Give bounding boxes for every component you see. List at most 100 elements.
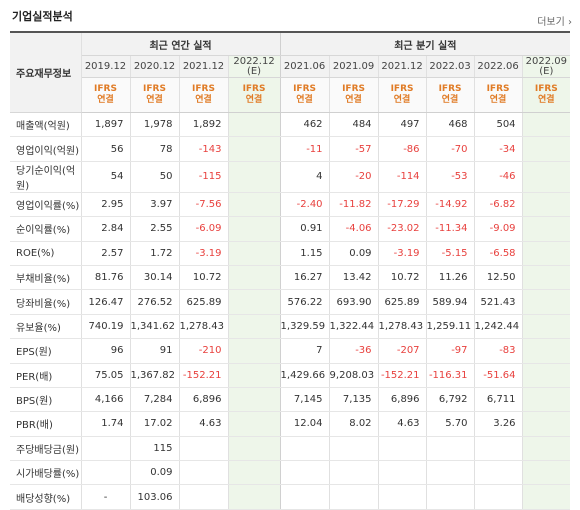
table-row: 주당배당금(원) 115 (10, 436, 571, 462)
date-label: 2022.09 (525, 55, 567, 67)
annual-value-cell: 10.72 (179, 265, 229, 291)
ifrs-consolidated-header: IFRS 연결 (329, 77, 379, 113)
row-label: ROE(%) (10, 241, 82, 266)
financial-table: 주요재무정보 최근 연간 실적 최근 분기 실적 2019.12 2020.12 2… (10, 31, 571, 510)
quarter-value-cell: 484 (329, 112, 379, 138)
quarter-value-cell: -23.02 (378, 216, 427, 242)
quarter-date-header: 2021.12 (378, 55, 427, 78)
annual-value-cell (228, 387, 281, 413)
quarter-value-cell (474, 484, 523, 510)
quarter-value-cell (426, 436, 475, 462)
quarter-value-cell: 576.22 (280, 289, 330, 315)
annual-value-cell: 81.76 (81, 265, 131, 291)
ifrs-label: IFRS (438, 84, 462, 94)
table-row: 유보율(%) 740.19 1,341.62 1,278.43 1,329.59 1,32… (10, 314, 571, 340)
quarter-value-cell: -34 (474, 136, 523, 162)
annual-value-cell: 1,278.43 (179, 314, 229, 340)
row-label: 부채비율(%) (10, 265, 82, 291)
quarter-value-cell (522, 136, 571, 162)
quarter-value-cell (329, 436, 379, 462)
quarter-value-cell (474, 436, 523, 462)
row-label: 순이익률(%) (10, 216, 82, 242)
annual-date-header: 2021.12 (179, 55, 229, 78)
quarter-value-cell: 1,259.11 (426, 314, 475, 340)
quarter-value-cell: 1,329.59 (280, 314, 330, 340)
row-label: EPS(원) (10, 338, 82, 364)
annual-value-cell: -152.21 (179, 363, 229, 388)
quarter-value-cell: -20 (329, 161, 379, 193)
annual-date-header: 2022.12 (E) (228, 55, 281, 78)
annual-value-cell: 91 (130, 338, 180, 364)
quarter-value-cell: 693.90 (329, 289, 379, 315)
table-row: PER(배) 75.05 1,367.82 -152.21 1,429.66 9,208.… (10, 363, 571, 388)
estimate-suffix: (E) (246, 65, 262, 77)
quarter-value-cell: -4.06 (329, 216, 379, 242)
quarter-value-cell: -70 (426, 136, 475, 162)
quarter-value-cell: -6.58 (474, 241, 523, 266)
table-row: PBR(배) 1.74 17.02 4.63 12.04 8.02 4.63 5.70 3.26 (10, 411, 571, 437)
quarter-value-cell: 504 (474, 112, 523, 138)
quarter-date-header: 2021.06 (280, 55, 330, 78)
quarter-value-cell (378, 484, 427, 510)
quarter-value-cell (522, 161, 571, 193)
annual-value-cell: 1,897 (81, 112, 131, 138)
quarter-value-cell: 625.89 (378, 289, 427, 315)
quarter-value-cell (522, 112, 571, 138)
row-label: 주당배당금(원) (10, 436, 82, 462)
annual-value-cell (228, 363, 281, 388)
quarter-value-cell: 1,278.43 (378, 314, 427, 340)
quarter-value-cell: -97 (426, 338, 475, 364)
quarter-value-cell: 1,242.44 (474, 314, 523, 340)
table-row: 당좌비율(%) 126.47 276.52 625.89 576.22 693.90 625… (10, 289, 571, 315)
ifrs-consolidated-header: IFRS 연결 (179, 77, 229, 113)
quarter-value-cell: -6.82 (474, 192, 523, 218)
annual-value-cell: -210 (179, 338, 229, 364)
date-label: 2019.12 (84, 61, 127, 72)
annual-value-cell: 740.19 (81, 314, 131, 340)
quarter-value-cell: -3.19 (378, 241, 427, 266)
annual-value-cell (228, 241, 281, 266)
quarter-value-cell: 10.72 (378, 265, 427, 291)
annual-value-cell: -6.09 (179, 216, 229, 242)
quarter-value-cell (280, 484, 330, 510)
quarter-value-cell: 468 (426, 112, 475, 138)
annual-value-cell: 1,892 (179, 112, 229, 138)
date-label: 2021.06 (283, 61, 326, 72)
ifrs-consolidated-header: IFRS 연결 (378, 77, 427, 113)
annual-value-cell: 1.74 (81, 411, 131, 437)
annual-value-cell: 75.05 (81, 363, 131, 388)
quarter-value-cell: 589.94 (426, 289, 475, 315)
quarter-value-cell: 8.02 (329, 411, 379, 437)
quarter-value-cell (522, 338, 571, 364)
quarter-value-cell: 4 (280, 161, 330, 193)
quarter-value-cell (378, 460, 427, 486)
quarter-value-cell: 11.26 (426, 265, 475, 291)
annual-value-cell: 4,166 (81, 387, 131, 413)
consolidated-label: 연결 (441, 95, 459, 105)
annual-value-cell: 30.14 (130, 265, 180, 291)
quarter-value-cell: -17.29 (378, 192, 427, 218)
annual-value-cell: 78 (130, 136, 180, 162)
table-row: 영업이익률(%) 2.95 3.97 -7.56 -2.40 -11.82 -17.29 -1… (10, 192, 571, 218)
ifrs-consolidated-header: IFRS 연결 (130, 77, 180, 113)
quarter-value-cell: -5.15 (426, 241, 475, 266)
more-link[interactable]: 더보기 › (537, 13, 572, 28)
consolidated-label: 연결 (245, 95, 263, 105)
quarter-value-cell: 1,322.44 (329, 314, 379, 340)
quarter-value-cell: 6,792 (426, 387, 475, 413)
annual-value-cell: 50 (130, 161, 180, 193)
date-label: 2022.12 (233, 55, 275, 67)
date-label: 2021.09 (332, 61, 375, 72)
quarter-value-cell (522, 289, 571, 315)
annual-value-cell: 54 (81, 161, 131, 193)
ifrs-label: IFRS (390, 84, 414, 94)
annual-value-cell (228, 338, 281, 364)
quarter-value-cell: 1,429.66 (280, 363, 330, 388)
annual-value-cell (228, 136, 281, 162)
annual-value-cell: 2.55 (130, 216, 180, 242)
annual-value-cell: 56 (81, 136, 131, 162)
quarter-value-cell: -86 (378, 136, 427, 162)
quarter-value-cell: 16.27 (280, 265, 330, 291)
quarter-value-cell (522, 216, 571, 242)
quarter-value-cell (329, 484, 379, 510)
